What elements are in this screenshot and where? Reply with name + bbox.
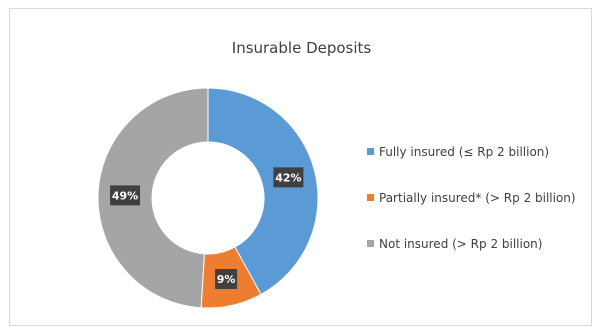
legend-swatch-not-insured xyxy=(367,240,374,247)
donut-slice-fully-insured xyxy=(207,87,319,296)
legend-swatch-partially-insured xyxy=(367,194,374,201)
data-label-partially-insured: 9% xyxy=(215,269,238,290)
legend-item-fully-insured: Fully insured (≤ Rp 2 billion) xyxy=(367,145,549,159)
data-label-box-not-insured xyxy=(110,185,141,206)
chart-frame: Insurable Deposits 42% 9% 49% Fully insure… xyxy=(9,8,592,326)
chart-title: Insurable Deposits xyxy=(231,39,372,57)
data-label-box-partially-insured xyxy=(215,269,238,290)
data-label-text-not-insured: 49% xyxy=(112,189,138,202)
legend-label-partially-insured: Partially insured* (> Rp 2 billion) xyxy=(379,191,576,205)
donut-slice-not-insured xyxy=(97,87,209,309)
legend-label-not-insured: Not insured (> Rp 2 billion) xyxy=(379,237,543,251)
legend-swatch-fully-insured xyxy=(367,148,374,155)
data-label-text-partially-insured: 9% xyxy=(217,273,236,286)
data-label-box-fully-insured xyxy=(273,167,304,188)
donut-chart: 42% 9% 49% xyxy=(97,87,319,309)
data-label-not-insured: 49% xyxy=(110,185,141,206)
legend-item-not-insured: Not insured (> Rp 2 billion) xyxy=(367,237,542,251)
legend-label-fully-insured: Fully insured (≤ Rp 2 billion) xyxy=(379,145,550,159)
data-label-fully-insured: 42% xyxy=(273,167,304,188)
legend-item-partially-insured: Partially insured* (> Rp 2 billion) xyxy=(367,191,576,205)
data-label-text-fully-insured: 42% xyxy=(275,171,301,184)
